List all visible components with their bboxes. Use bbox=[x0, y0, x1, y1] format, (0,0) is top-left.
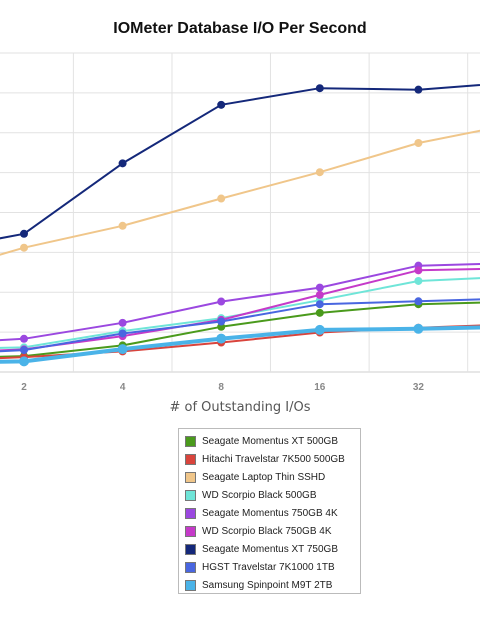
data-point bbox=[20, 229, 28, 238]
series-6 bbox=[0, 84, 480, 240]
legend-label: WD Scorpio Black 750GB 4K bbox=[202, 526, 332, 538]
data-point bbox=[414, 297, 423, 306]
legend-item: Samsung Spinpoint M9T 2TB bbox=[185, 577, 360, 595]
legend-label: Seagate Momentus XT 500GB bbox=[202, 435, 339, 447]
legend-label: Samsung Spinpoint M9T 2TB bbox=[202, 580, 333, 592]
data-point bbox=[19, 356, 29, 367]
x-axis-label: # of Outstanding I/Os bbox=[169, 400, 311, 415]
data-point bbox=[315, 84, 324, 93]
data-point bbox=[217, 317, 226, 326]
legend-swatch bbox=[185, 453, 196, 465]
data-point bbox=[20, 334, 28, 343]
series-line bbox=[0, 298, 480, 353]
legend-item: Seagate Momentus XT 500GB bbox=[185, 432, 360, 450]
data-point bbox=[315, 290, 324, 299]
data-point bbox=[20, 243, 28, 252]
data-point bbox=[216, 333, 227, 344]
legend-label: WD Scorpio Black 500GB bbox=[202, 489, 317, 501]
data-point bbox=[217, 194, 226, 203]
legend-label: Seagate Momentus XT 750GB bbox=[202, 544, 339, 556]
legend-item: Seagate Momentus 750GB 4K bbox=[185, 504, 360, 522]
x-tick-labels: 2 4 8 16 32 bbox=[21, 382, 424, 393]
data-point bbox=[414, 266, 423, 275]
legend-swatch bbox=[185, 544, 196, 556]
data-point bbox=[118, 318, 127, 327]
data-point bbox=[118, 221, 127, 230]
legend-item: WD Scorpio Black 500GB bbox=[185, 486, 360, 504]
chart-title: IOMeter Database I/O Per Second bbox=[113, 20, 367, 37]
legend-swatch bbox=[185, 580, 196, 592]
data-point bbox=[20, 346, 28, 355]
data-point bbox=[217, 100, 226, 109]
legend-label: HGST Travelstar 7K1000 1TB bbox=[202, 562, 335, 574]
data-point bbox=[118, 159, 127, 168]
series-4 bbox=[0, 261, 480, 343]
data-point bbox=[414, 85, 423, 94]
data-point bbox=[118, 329, 127, 338]
legend-swatch bbox=[185, 471, 196, 483]
data-point bbox=[315, 283, 324, 292]
legend-label: Seagate Laptop Thin SSHD bbox=[202, 471, 326, 483]
legend-swatch bbox=[185, 435, 196, 447]
grid bbox=[0, 52, 480, 373]
legend-item: Seagate Laptop Thin SSHD bbox=[185, 468, 360, 486]
series-7 bbox=[0, 297, 480, 355]
data-point bbox=[217, 297, 226, 306]
series-8 bbox=[0, 323, 480, 367]
data-point bbox=[315, 168, 324, 177]
x-tick-label: 16 bbox=[314, 382, 326, 393]
chart-plot: 2 4 8 16 32 bbox=[0, 52, 480, 393]
legend-swatch bbox=[185, 562, 196, 574]
legend-item: Hitachi Travelstar 7K500 500GB bbox=[185, 450, 360, 468]
legend-label: Seagate Momentus 750GB 4K bbox=[202, 507, 338, 519]
x-tick-label: 4 bbox=[120, 382, 126, 393]
x-tick-label: 2 bbox=[21, 382, 27, 393]
legend: Seagate Momentus XT 500GB Hitachi Travels… bbox=[178, 428, 361, 594]
data-point bbox=[413, 323, 424, 334]
legend-swatch bbox=[185, 507, 196, 519]
legend-swatch bbox=[185, 526, 196, 538]
series-lines bbox=[0, 84, 480, 367]
legend-item: HGST Travelstar 7K1000 1TB bbox=[185, 559, 360, 577]
legend-label: Hitachi Travelstar 7K500 500GB bbox=[202, 453, 345, 465]
data-point bbox=[414, 276, 423, 285]
data-point bbox=[414, 138, 423, 147]
legend-item: WD Scorpio Black 750GB 4K bbox=[185, 522, 360, 540]
data-point bbox=[315, 300, 324, 309]
legend-swatch bbox=[185, 489, 196, 501]
x-tick-label: 32 bbox=[413, 382, 425, 393]
x-tick-label: 8 bbox=[218, 382, 224, 393]
data-point bbox=[117, 344, 128, 355]
series-5 bbox=[0, 266, 480, 354]
series-line bbox=[0, 84, 480, 240]
legend-item: Seagate Momentus XT 750GB bbox=[185, 541, 360, 559]
data-point bbox=[315, 308, 324, 317]
series-2 bbox=[0, 129, 480, 256]
data-point bbox=[314, 324, 325, 335]
